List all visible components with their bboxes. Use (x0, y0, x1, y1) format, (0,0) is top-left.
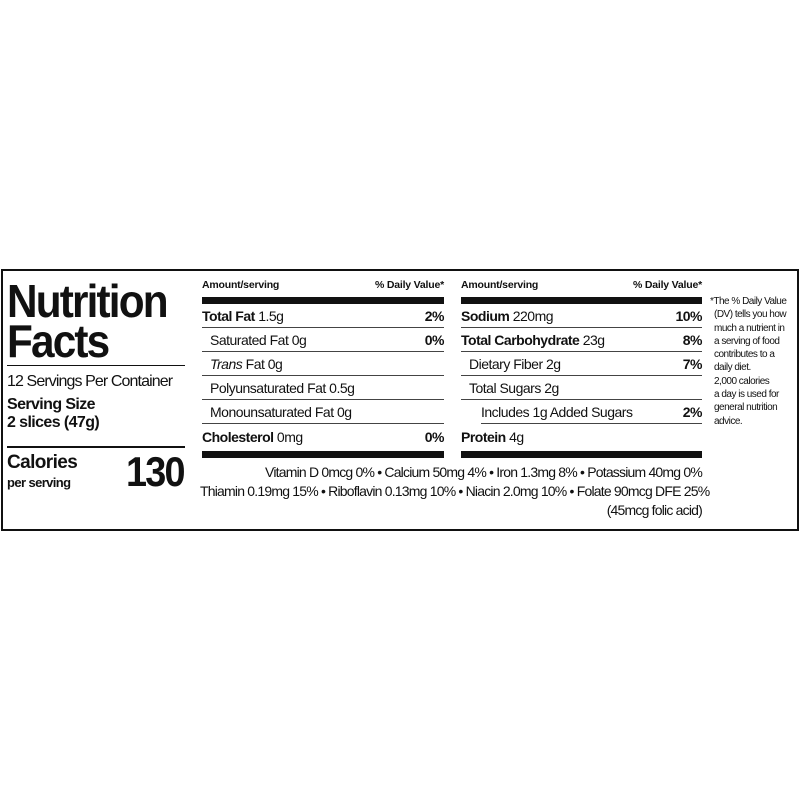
servings-per-container: 12 Servings Per Container (7, 373, 173, 390)
row-saturated-fat: Saturated Fat 0g 0% (202, 328, 445, 352)
vitamins-line-1: Vitamin D 0mcg 0% • Calcium 50mg 4% • Ir… (265, 464, 703, 480)
footnote-line: a serving of food (714, 335, 780, 347)
serving-size-label: Serving Size (7, 396, 96, 413)
calories-sublabel: per serving (7, 475, 71, 490)
title-nutrition: Nutrition (7, 275, 169, 327)
left-table-header: Amount/serving % Daily Value* (202, 276, 444, 294)
row-total-fat: Total Fat 1.5g 2% (202, 304, 445, 328)
thick-bar (461, 297, 702, 304)
thick-bar (461, 451, 702, 458)
thick-bar (202, 451, 444, 458)
daily-value-footnote: *The % Daily Value (DV) tells you how mu… (710, 295, 798, 428)
footnote-line: 2,000 calories (714, 375, 770, 387)
divider (7, 365, 185, 366)
row-total-carbohydrate: Total Carbohydrate 23g 8% (461, 328, 703, 352)
footnote-line: (DV) tells you how (714, 309, 787, 321)
row-added-sugars: Includes 1g Added Sugars 2% (481, 400, 703, 424)
header-amount: Amount/serving (202, 279, 280, 291)
footnote-line: *The % Daily Value (710, 296, 787, 307)
header-amount: Amount/serving (461, 279, 539, 291)
footnote-line: contributes to a (714, 349, 775, 361)
row-total-sugars: Total Sugars 2g (461, 376, 702, 400)
row-sodium: Sodium 220mg 10% (461, 304, 702, 328)
row-dietary-fiber: Dietary Fiber 2g 7% (461, 352, 703, 376)
divider (7, 446, 185, 448)
header-dv: % Daily Value* (375, 279, 444, 291)
footnote-line: much a nutrient in (714, 322, 785, 334)
serving-size-value: 2 slices (47g) (7, 414, 100, 431)
row-cholesterol: Cholesterol 0mg 0% (202, 429, 445, 445)
footnote-line: a day is used for (714, 389, 779, 401)
nutrition-facts-panel (1, 269, 799, 531)
header-dv: % Daily Value* (633, 279, 702, 291)
row-trans-fat: Trans Fat 0g (202, 352, 444, 376)
title-facts: Facts (7, 315, 110, 367)
footnote-line: advice. (714, 415, 743, 427)
row-polyunsaturated-fat: Polyunsaturated Fat 0.5g (202, 376, 444, 400)
vitamins-line-3: (45mcg folic acid) (606, 502, 703, 518)
row-protein: Protein 4g (461, 429, 524, 445)
right-table-header: Amount/serving % Daily Value* (461, 276, 702, 294)
footnote-line: general nutrition (714, 402, 778, 414)
footnote-line: daily diet. (714, 362, 751, 374)
thick-bar (202, 297, 444, 304)
vitamins-line-2: Thiamin 0.19mg 15% • Riboflavin 0.13mg 1… (200, 483, 710, 499)
calories-value: 130 (126, 448, 185, 495)
row-monounsaturated-fat: Monounsaturated Fat 0g (202, 400, 444, 424)
calories-label: Calories (7, 452, 78, 473)
